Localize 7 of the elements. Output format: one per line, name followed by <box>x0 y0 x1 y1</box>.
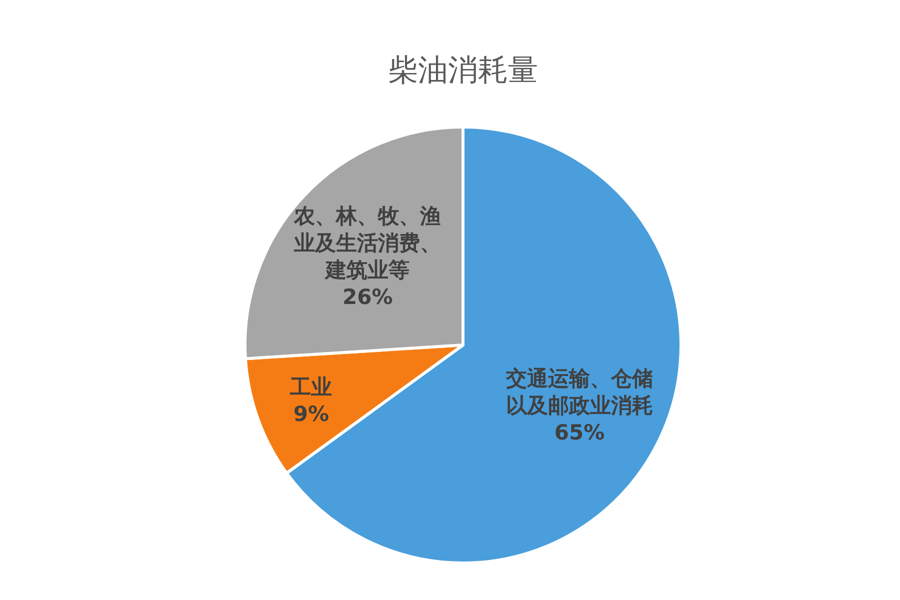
slice-label: 农、林、牧、渔业及生活消费、建筑业等 <box>293 204 442 282</box>
slice-label: 工业 <box>289 375 332 400</box>
data-label: 65% <box>554 420 605 444</box>
data-label: 9% <box>293 402 330 426</box>
chart-title: 柴油消耗量 <box>388 53 538 88</box>
data-label: 26% <box>342 284 393 309</box>
slice-label: 交通运输、仓储以及邮政业消耗 <box>505 366 654 418</box>
